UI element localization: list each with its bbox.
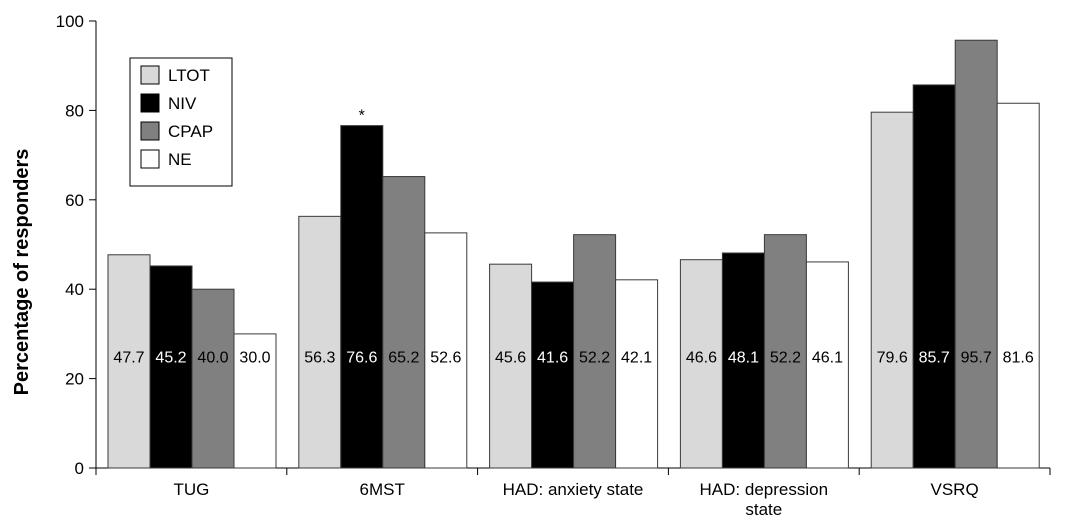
bar [191, 288, 235, 469]
bar [531, 281, 575, 469]
bar [107, 254, 151, 469]
data-label: 56.3 [304, 349, 335, 366]
data-label: 41.6 [537, 349, 568, 366]
data-label: 79.6 [877, 349, 908, 366]
y-tick-label: 60 [65, 191, 84, 210]
legend-label: LTOT [168, 66, 210, 85]
data-label: 76.6 [346, 349, 377, 366]
data-label: 45.6 [495, 349, 526, 366]
bar [298, 215, 342, 469]
y-tick-label: 20 [65, 370, 84, 389]
legend: LTOT NIV CPAP NE [129, 57, 233, 187]
category-labels: TUG 6MST HAD: anxiety state HAD: depression… [173, 480, 978, 518]
bar [870, 111, 914, 469]
category-label: TUG [173, 480, 209, 499]
data-labels: 47.7 56.3 45.6 46.6 79.6 45.2 76.6 41.6 48.1 85.7… [113, 108, 1033, 367]
data-label: 47.7 [113, 349, 144, 366]
category-label: HAD: depression [700, 480, 829, 499]
legend-swatch [140, 93, 160, 113]
bar [340, 125, 384, 469]
legend-label: CPAP [168, 122, 213, 141]
bar [233, 333, 277, 469]
data-label: 65.2 [388, 349, 419, 366]
bar [615, 279, 659, 469]
bar [996, 102, 1040, 469]
data-label: 52.6 [430, 349, 461, 366]
significance-asterisk: * [359, 108, 365, 125]
data-label: 46.6 [686, 349, 717, 366]
data-label: 46.1 [812, 349, 843, 366]
y-tick-label: 40 [65, 280, 84, 299]
bar [954, 39, 998, 469]
data-label: 95.7 [961, 349, 992, 366]
y-tick-label: 100 [56, 12, 84, 31]
legend-swatch [140, 121, 160, 141]
data-label: 40.0 [197, 349, 228, 366]
data-label: 30.0 [239, 349, 270, 366]
y-tick-label: 0 [75, 459, 84, 478]
data-label: 85.7 [919, 349, 950, 366]
category-label: 6MST [360, 480, 405, 499]
data-label: 42.1 [621, 349, 652, 366]
data-label: 81.6 [1003, 349, 1034, 366]
bar [805, 261, 849, 469]
legend-label: NIV [168, 94, 197, 113]
data-label: 52.2 [770, 349, 801, 366]
bar [721, 252, 765, 469]
category-label: state [745, 500, 782, 518]
data-label: 48.1 [728, 349, 759, 366]
bars [107, 39, 1040, 469]
legend-swatch [140, 149, 160, 169]
data-label: 52.2 [579, 349, 610, 366]
y-axis-label: Percentage of responders [11, 149, 33, 396]
bar [382, 176, 426, 469]
bar [912, 84, 956, 469]
category-label: VSRQ [931, 480, 979, 499]
bar [149, 265, 193, 469]
bar [424, 232, 468, 469]
legend-swatch [140, 65, 160, 85]
y-tick-label: 80 [65, 101, 84, 120]
data-label: 45.2 [155, 349, 186, 366]
category-label: HAD: anxiety state [503, 480, 644, 499]
bar [763, 234, 807, 469]
legend-label: NE [168, 150, 192, 169]
bar [573, 234, 617, 469]
